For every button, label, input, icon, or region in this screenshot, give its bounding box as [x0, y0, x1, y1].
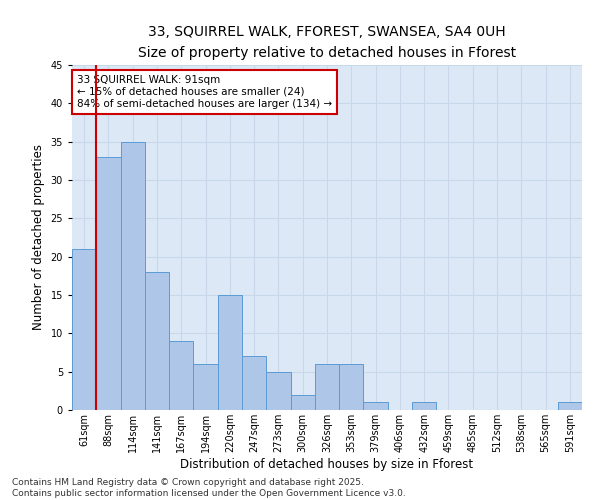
- Y-axis label: Number of detached properties: Number of detached properties: [32, 144, 45, 330]
- Bar: [72, 249, 96, 410]
- Bar: [121, 142, 145, 410]
- Title: 33, SQUIRREL WALK, FFOREST, SWANSEA, SA4 0UH
Size of property relative to detach: 33, SQUIRREL WALK, FFOREST, SWANSEA, SA4…: [138, 25, 516, 59]
- Bar: [558, 402, 582, 410]
- Bar: [96, 157, 121, 410]
- Bar: [145, 272, 169, 410]
- Bar: [218, 295, 242, 410]
- X-axis label: Distribution of detached houses by size in Fforest: Distribution of detached houses by size …: [181, 458, 473, 470]
- Bar: [169, 341, 193, 410]
- Bar: [193, 364, 218, 410]
- Bar: [364, 402, 388, 410]
- Bar: [242, 356, 266, 410]
- Bar: [290, 394, 315, 410]
- Text: 33 SQUIRREL WALK: 91sqm
← 15% of detached houses are smaller (24)
84% of semi-de: 33 SQUIRREL WALK: 91sqm ← 15% of detache…: [77, 76, 332, 108]
- Text: Contains HM Land Registry data © Crown copyright and database right 2025.
Contai: Contains HM Land Registry data © Crown c…: [12, 478, 406, 498]
- Bar: [339, 364, 364, 410]
- Bar: [266, 372, 290, 410]
- Bar: [412, 402, 436, 410]
- Bar: [315, 364, 339, 410]
